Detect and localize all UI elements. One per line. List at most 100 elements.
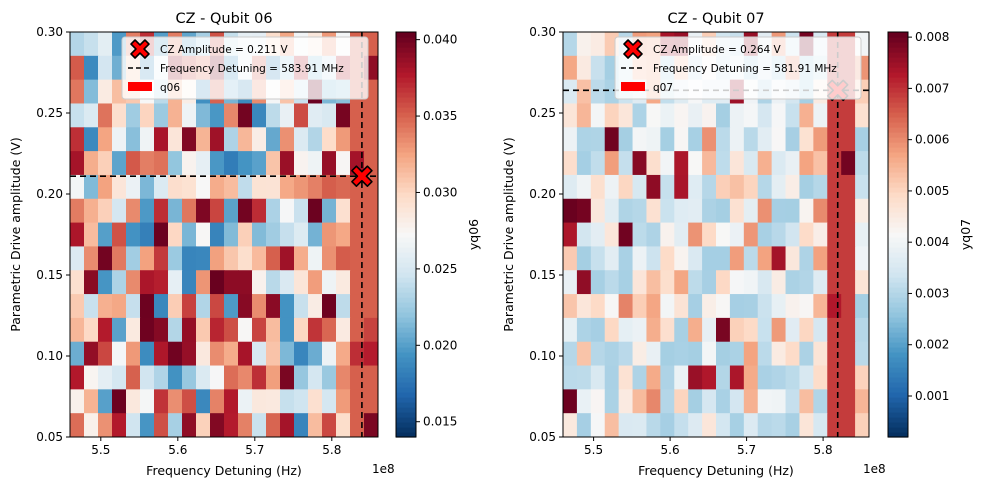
heatmap-cell xyxy=(841,222,856,248)
heatmap-cell xyxy=(140,341,155,367)
heatmap-cell xyxy=(308,222,323,248)
heatmap-cell xyxy=(604,151,620,176)
heatmap-cell xyxy=(604,222,620,248)
colorbar-tick-label: 0.002 xyxy=(915,338,949,352)
heatmap-cell xyxy=(350,294,365,319)
heatmap-cell xyxy=(716,127,731,152)
heatmap-cell xyxy=(688,103,703,128)
heatmap-cell xyxy=(182,198,197,224)
colorbar-segment xyxy=(396,357,416,363)
heatmap-cell xyxy=(350,413,365,437)
heatmap-cell xyxy=(799,341,814,367)
heatmap-cell xyxy=(196,222,211,248)
heatmap-cell xyxy=(576,389,592,414)
heatmap-cell xyxy=(280,294,295,319)
colorbar-segment xyxy=(888,412,908,418)
heatmap-cell xyxy=(140,270,155,295)
heatmap-cell xyxy=(632,127,648,152)
heatmap-cell xyxy=(294,270,309,295)
heatmap-cell xyxy=(674,246,689,271)
colorbar-segment xyxy=(888,222,908,228)
heatmap-cell xyxy=(590,198,606,224)
heatmap-cell xyxy=(84,103,99,128)
colorbar-segment xyxy=(888,307,908,313)
legend-patch-icon xyxy=(621,82,645,91)
colorbar-segment xyxy=(396,47,416,53)
heatmap-cell xyxy=(140,222,155,248)
colorbar-frame xyxy=(395,31,417,438)
heatmap-cell xyxy=(238,341,253,367)
heatmap-cell xyxy=(855,246,869,271)
heatmap-cell xyxy=(827,413,842,437)
colorbar-tick-label: 0.007 xyxy=(915,81,949,95)
heatmap-cell xyxy=(729,317,745,343)
heatmap-cell xyxy=(70,389,85,414)
heatmap-cell xyxy=(84,294,99,319)
heatmap-cell xyxy=(336,270,351,295)
heatmap-cell xyxy=(743,174,759,200)
heatmap-cell xyxy=(674,317,689,343)
legend-label: CZ Amplitude = 0.264 V xyxy=(653,44,782,56)
heatmap-cell xyxy=(84,413,99,437)
heatmap-cell xyxy=(238,270,253,295)
colorbar-segment xyxy=(888,57,908,63)
heatmap-cell xyxy=(799,222,814,248)
heatmap-cell xyxy=(604,341,620,367)
legend: CZ Amplitude = 0.211 V Frequency Detuning… xyxy=(121,36,369,100)
heatmap-cell xyxy=(280,389,295,414)
heatmap-cell xyxy=(729,270,745,295)
heatmap-cell xyxy=(729,246,745,271)
heatmap-cell xyxy=(350,246,365,271)
heatmap-cell xyxy=(743,103,759,128)
heatmap-cell xyxy=(771,151,787,176)
heatmap-cell xyxy=(604,389,620,414)
legend-box xyxy=(614,36,862,100)
colorbar-segment xyxy=(888,332,908,338)
colorbar-segment xyxy=(888,127,908,133)
colorbar-segment xyxy=(396,232,416,238)
heatmap-cell xyxy=(126,198,141,224)
heatmap-cell xyxy=(632,270,648,295)
heatmap-cell xyxy=(70,174,85,200)
heatmap-cell xyxy=(785,103,801,128)
heatmap-cell xyxy=(322,151,337,176)
heatmap-cell xyxy=(210,103,225,128)
chart-title: CZ - Qubit 07 xyxy=(667,11,764,27)
heatmap-cell xyxy=(70,341,85,367)
heatmap-cell xyxy=(563,389,578,414)
heatmap-cell xyxy=(168,389,183,414)
heatmap-cell xyxy=(632,198,648,224)
colorbar-segment xyxy=(888,42,908,48)
heatmap-cell xyxy=(632,222,648,248)
heatmap-cell xyxy=(576,413,592,437)
heatmap-cell xyxy=(632,151,648,176)
heatmap-cell xyxy=(224,151,239,176)
colorbar-segment xyxy=(888,262,908,268)
colorbar-segment xyxy=(888,347,908,353)
heatmap-cell xyxy=(716,174,731,200)
heatmap-cell xyxy=(154,151,169,176)
heatmap-cell xyxy=(702,103,717,128)
heatmap-cell xyxy=(688,127,703,152)
x-tick-label: 5.7 xyxy=(737,443,756,457)
colorbar-segment xyxy=(396,227,416,233)
heatmap-cell xyxy=(688,270,703,295)
heatmap-cell xyxy=(98,246,113,271)
heatmap-cell xyxy=(112,151,127,176)
heatmap-cell xyxy=(266,246,281,271)
heatmap-cell xyxy=(590,222,606,248)
colorbar-tick-label: 0.006 xyxy=(915,133,949,147)
x-tick-label: 5.5 xyxy=(91,443,110,457)
heatmap-cell xyxy=(182,317,197,343)
colorbar-segment xyxy=(888,392,908,398)
y-tick-label: 0.05 xyxy=(36,430,63,444)
heatmap-cell xyxy=(252,246,267,271)
heatmap-cell xyxy=(771,222,787,248)
y-tick-label: 0.10 xyxy=(529,349,556,363)
colorbar-segment xyxy=(888,197,908,203)
heatmap-cell xyxy=(576,103,592,128)
heatmap-cell xyxy=(618,294,634,319)
heatmap-cell xyxy=(98,294,113,319)
heatmap-cell xyxy=(743,270,759,295)
heatmap-cell xyxy=(252,341,267,367)
